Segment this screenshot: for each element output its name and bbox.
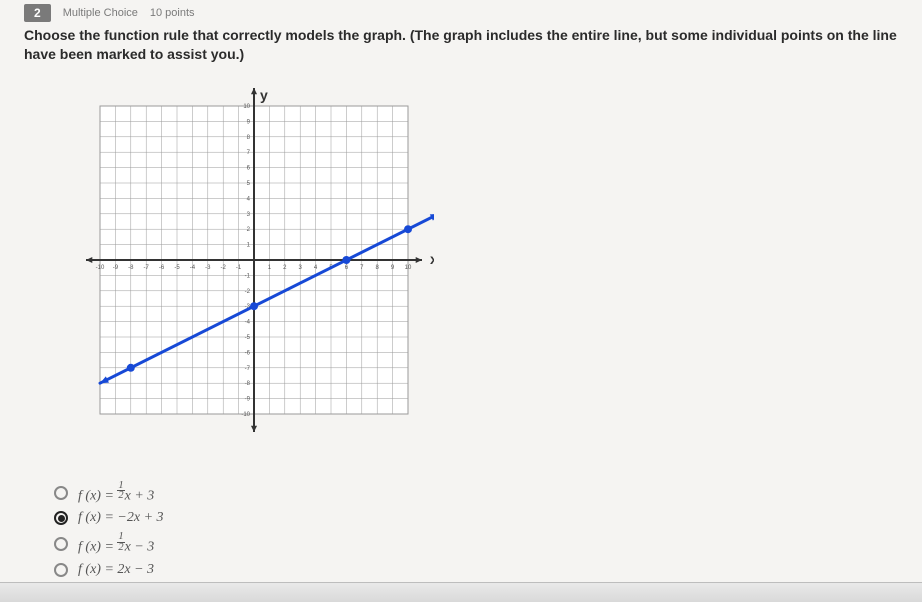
coordinate-graph: -10-9-8-7-6-5-4-3-2-112345678910-10-9-8-… <box>74 78 434 458</box>
question-header: 2 Multiple Choice 10 points <box>24 4 898 22</box>
graph-container: -10-9-8-7-6-5-4-3-2-112345678910-10-9-8-… <box>74 78 898 463</box>
choice-d[interactable]: f (x) = 2x − 3 <box>54 562 898 578</box>
svg-text:x: x <box>430 251 434 267</box>
svg-text:y: y <box>260 87 268 103</box>
svg-text:-5: -5 <box>174 265 180 271</box>
svg-text:-6: -6 <box>245 350 251 356</box>
choice-c-label: f (x) = 12x − 3 <box>78 532 154 555</box>
svg-text:-7: -7 <box>245 366 251 372</box>
svg-text:-10: -10 <box>96 265 105 271</box>
svg-text:-8: -8 <box>128 265 134 271</box>
question-number: 2 <box>24 4 51 22</box>
svg-text:10: 10 <box>243 104 250 110</box>
answer-choices: f (x) = 12x + 3 f (x) = −2x + 3 f (x) = … <box>54 481 898 578</box>
svg-text:-10: -10 <box>241 412 250 418</box>
choice-c[interactable]: f (x) = 12x − 3 <box>54 532 898 555</box>
svg-text:-7: -7 <box>144 265 150 271</box>
choice-a-label: f (x) = 12x + 3 <box>78 481 154 504</box>
svg-text:-8: -8 <box>245 381 251 387</box>
radio-icon[interactable] <box>54 511 68 525</box>
choice-d-label: f (x) = 2x − 3 <box>78 562 154 578</box>
radio-icon[interactable] <box>54 486 68 500</box>
svg-text:-3: -3 <box>205 265 211 271</box>
svg-text:-6: -6 <box>159 265 165 271</box>
svg-text:-9: -9 <box>113 265 119 271</box>
svg-text:-5: -5 <box>245 335 251 341</box>
question-type: Multiple Choice <box>63 7 138 19</box>
choice-b[interactable]: f (x) = −2x + 3 <box>54 510 898 526</box>
radio-icon[interactable] <box>54 563 68 577</box>
question-prompt: Choose the function rule that correctly … <box>24 26 898 64</box>
svg-text:-1: -1 <box>245 273 251 279</box>
taskbar <box>0 582 922 602</box>
svg-text:10: 10 <box>405 265 412 271</box>
choice-b-label: f (x) = −2x + 3 <box>78 510 164 526</box>
svg-text:-9: -9 <box>245 396 251 402</box>
svg-text:-4: -4 <box>245 319 251 325</box>
svg-text:-2: -2 <box>221 265 227 271</box>
radio-icon[interactable] <box>54 537 68 551</box>
question-points: 10 points <box>150 7 195 19</box>
choice-a[interactable]: f (x) = 12x + 3 <box>54 481 898 504</box>
svg-text:-1: -1 <box>236 265 242 271</box>
question-page: 2 Multiple Choice 10 points Choose the f… <box>0 0 922 594</box>
svg-text:-4: -4 <box>190 265 196 271</box>
svg-text:-2: -2 <box>245 289 251 295</box>
